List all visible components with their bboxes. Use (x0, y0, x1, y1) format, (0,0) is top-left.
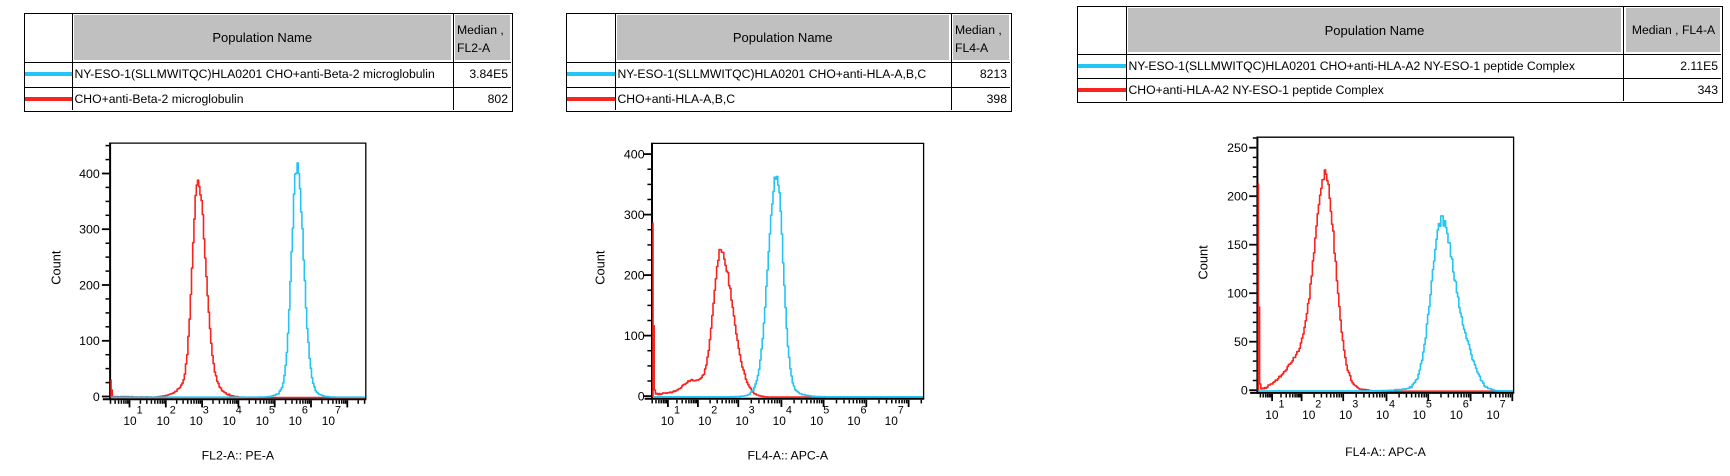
svg-text:5: 5 (269, 405, 275, 417)
svg-text:10: 10 (1265, 408, 1279, 422)
svg-text:4: 4 (786, 405, 792, 417)
svg-text:3: 3 (203, 405, 209, 417)
svg-text:50: 50 (1234, 335, 1248, 349)
svg-text:10: 10 (223, 414, 237, 428)
svg-text:Count: Count (48, 250, 63, 285)
svg-text:10: 10 (1486, 408, 1500, 422)
svg-text:10: 10 (189, 414, 203, 428)
svg-text:150: 150 (1227, 238, 1248, 252)
svg-text:6: 6 (1463, 398, 1469, 410)
svg-text:1: 1 (1278, 398, 1284, 410)
svg-text:400: 400 (624, 148, 645, 162)
svg-text:1: 1 (137, 405, 143, 417)
svg-text:10: 10 (156, 414, 170, 428)
svg-text:2: 2 (711, 405, 717, 417)
svg-text:10: 10 (1450, 408, 1464, 422)
svg-text:FL4-A:: APC-A: FL4-A:: APC-A (747, 448, 828, 462)
svg-text:10: 10 (256, 414, 270, 428)
svg-text:0: 0 (93, 390, 100, 404)
svg-text:300: 300 (624, 208, 645, 222)
svg-text:6: 6 (302, 405, 308, 417)
svg-text:6: 6 (860, 405, 866, 417)
svg-text:5: 5 (1426, 398, 1432, 410)
svg-text:10: 10 (1302, 408, 1316, 422)
svg-text:FL2-A:: PE-A: FL2-A:: PE-A (202, 448, 275, 462)
svg-text:10: 10 (735, 414, 749, 428)
svg-text:3: 3 (749, 405, 755, 417)
svg-text:Count: Count (1195, 245, 1210, 280)
svg-text:300: 300 (79, 223, 100, 237)
svg-text:10: 10 (773, 414, 787, 428)
svg-text:3: 3 (1352, 398, 1358, 410)
svg-text:5: 5 (823, 405, 829, 417)
svg-text:10: 10 (810, 414, 824, 428)
svg-text:10: 10 (1413, 408, 1427, 422)
svg-text:10: 10 (698, 414, 712, 428)
svg-text:0: 0 (1241, 384, 1248, 398)
svg-text:10: 10 (322, 414, 336, 428)
svg-text:4: 4 (236, 405, 242, 417)
svg-text:100: 100 (624, 329, 645, 343)
svg-text:400: 400 (79, 167, 100, 181)
svg-text:2: 2 (170, 405, 176, 417)
svg-text:7: 7 (1500, 398, 1506, 410)
svg-text:100: 100 (79, 334, 100, 348)
svg-text:10: 10 (1339, 408, 1353, 422)
svg-text:7: 7 (898, 405, 904, 417)
svg-text:100: 100 (1227, 287, 1248, 301)
svg-text:10: 10 (885, 414, 899, 428)
svg-text:FL4-A:: APC-A: FL4-A:: APC-A (1345, 445, 1426, 459)
svg-text:0: 0 (638, 390, 645, 404)
svg-text:7: 7 (335, 405, 341, 417)
svg-text:10: 10 (1376, 408, 1390, 422)
svg-text:200: 200 (79, 278, 100, 292)
svg-text:10: 10 (289, 414, 303, 428)
svg-text:1: 1 (674, 405, 680, 417)
svg-text:Count: Count (592, 250, 607, 285)
svg-text:10: 10 (661, 414, 675, 428)
svg-text:10: 10 (123, 414, 137, 428)
svg-text:200: 200 (1227, 190, 1248, 204)
svg-text:200: 200 (624, 269, 645, 283)
svg-text:250: 250 (1227, 141, 1248, 155)
svg-text:2: 2 (1315, 398, 1321, 410)
svg-text:4: 4 (1389, 398, 1395, 410)
svg-text:10: 10 (847, 414, 861, 428)
